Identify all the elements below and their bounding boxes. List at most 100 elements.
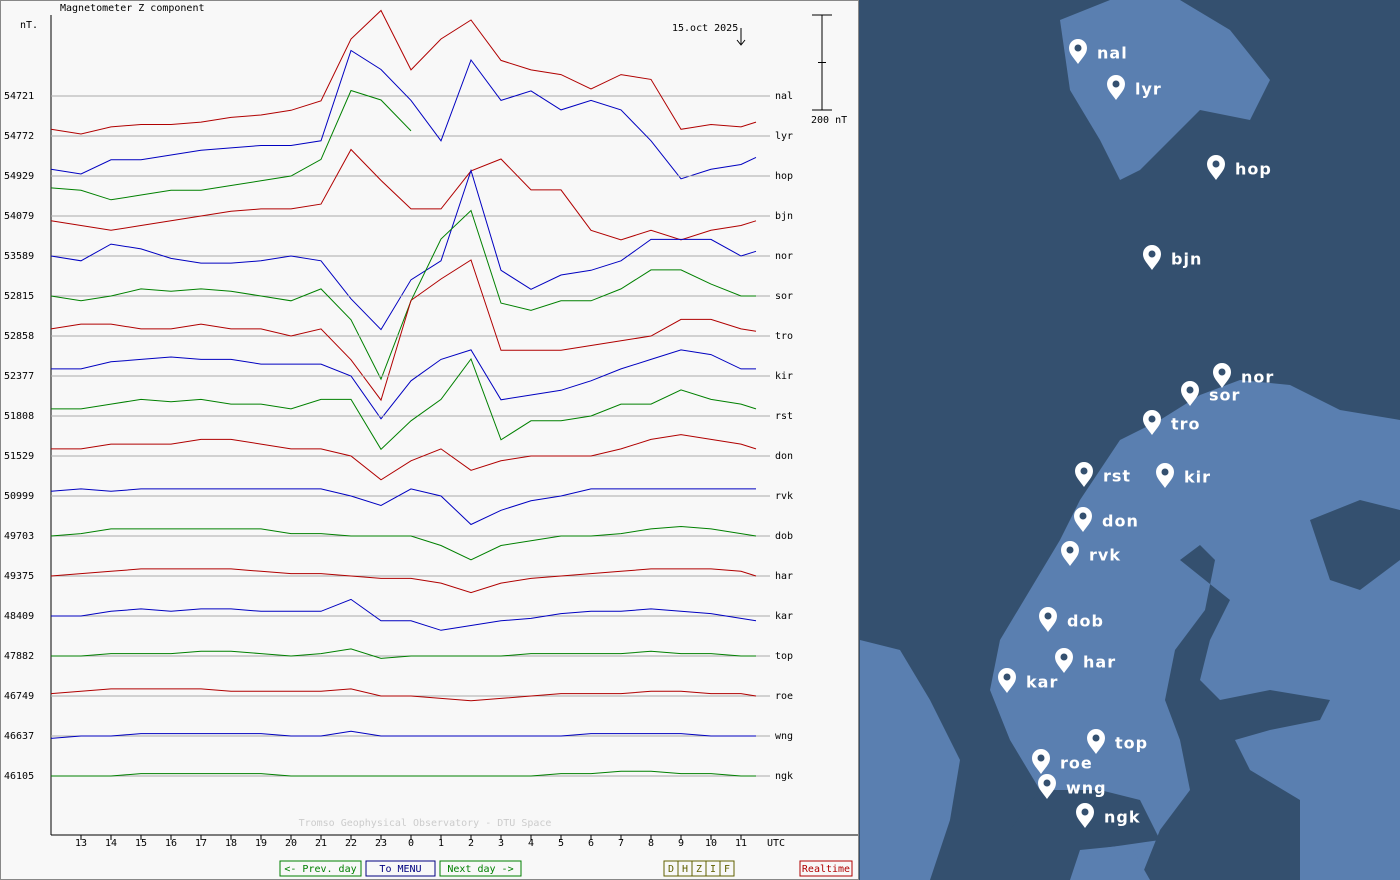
- station-label: tro: [775, 331, 793, 342]
- trace: [50, 89, 412, 201]
- map-station-label: ngk: [1104, 808, 1140, 827]
- map-pin-hole: [1037, 754, 1045, 762]
- component-button-label[interactable]: Z: [696, 864, 702, 875]
- x-tick-label: 18: [225, 838, 237, 849]
- station-label: kir: [775, 371, 793, 382]
- trace: [50, 525, 757, 561]
- trace: [50, 259, 757, 402]
- credit: Tromso Geophysical Observatory - DTU Spa…: [299, 818, 552, 829]
- x-tick-label: 9: [678, 838, 684, 849]
- realtime-button[interactable]: [799, 860, 853, 877]
- map-pin-hole: [1212, 160, 1220, 168]
- station-label: kar: [775, 611, 793, 622]
- prev-day-button[interactable]: [279, 860, 362, 877]
- prev-day-button-label[interactable]: <- Prev. day: [284, 864, 356, 875]
- date-label: 15.oct 2025: [672, 23, 738, 34]
- map-station-label: har: [1083, 653, 1116, 672]
- station-label: wng: [775, 731, 793, 742]
- map-pin-hole: [1161, 468, 1169, 476]
- map-pin-hole: [1044, 612, 1052, 620]
- station-label: har: [775, 571, 793, 582]
- date-arrow: [736, 28, 746, 46]
- next-day-button-label[interactable]: Next day ->: [447, 864, 513, 875]
- station-label: dob: [775, 531, 793, 542]
- denmark: [1070, 845, 1150, 880]
- britain: [860, 640, 960, 880]
- trace: [50, 568, 757, 594]
- map-pin-hole: [1186, 386, 1194, 394]
- baseline-label: 52377: [4, 371, 34, 382]
- scale-bar: [812, 14, 832, 111]
- x-tick-label: 21: [315, 838, 327, 849]
- x-tick-label: 14: [105, 838, 117, 849]
- x-tick-label: 15: [135, 838, 147, 849]
- component-button[interactable]: [719, 860, 735, 877]
- trace: [51, 357, 757, 451]
- x-tick-label: 2: [468, 838, 474, 849]
- menu-button[interactable]: [365, 860, 436, 877]
- x-tick-label: 22: [345, 838, 357, 849]
- map-pin-hole: [1066, 546, 1074, 554]
- chart-title: Magnetometer Z component: [60, 3, 205, 14]
- x-tick-label: 6: [588, 838, 594, 849]
- component-button-label[interactable]: F: [724, 864, 730, 875]
- baseline-label: 51529: [4, 451, 34, 462]
- station-label: nor: [775, 251, 793, 262]
- x-tick-label: 0: [408, 838, 414, 849]
- station-label: lyr: [775, 131, 793, 142]
- station-label: top: [775, 651, 793, 662]
- trace: [50, 488, 756, 526]
- map-pin-hole: [1148, 250, 1156, 258]
- station-label: don: [775, 451, 793, 462]
- next-day-button[interactable]: [439, 860, 522, 877]
- baseline-label: 47882: [4, 651, 34, 662]
- map-pin-hole: [1081, 808, 1089, 816]
- map-station-label: nal: [1097, 44, 1128, 63]
- baseline-label: 54079: [4, 211, 34, 222]
- baseline-label: 49703: [4, 531, 34, 542]
- station-label: roe: [775, 691, 793, 702]
- trace: [51, 434, 757, 481]
- baseline-label: 54772: [4, 131, 34, 142]
- x-tick-label: 17: [195, 838, 207, 849]
- baseline-label: 49375: [4, 571, 34, 582]
- map-station-label: hop: [1235, 160, 1272, 179]
- map-pin-hole: [1043, 779, 1051, 787]
- component-button-label[interactable]: D: [668, 864, 674, 875]
- baseline-label: 46749: [4, 691, 34, 702]
- trace: [50, 730, 756, 739]
- baseline-label: 52858: [4, 331, 34, 342]
- map-station-label: tro: [1171, 415, 1201, 434]
- map-pin-hole: [1092, 734, 1100, 742]
- unit-label: nT.: [20, 20, 38, 31]
- map-pin-hole: [1218, 368, 1226, 376]
- station-label: hop: [775, 171, 793, 182]
- baseline-label: 48409: [4, 611, 34, 622]
- station-label: ngk: [775, 771, 793, 782]
- component-button-label[interactable]: I: [710, 864, 716, 875]
- trace: [51, 598, 757, 631]
- plot-panel: [0, 0, 859, 880]
- map-pin-hole: [1060, 653, 1068, 661]
- trace: [50, 688, 757, 702]
- map-pin-hole: [1112, 80, 1120, 88]
- station-label: nal: [775, 91, 793, 102]
- x-tick-label: 4: [528, 838, 534, 849]
- baseline-label: 54929: [4, 171, 34, 182]
- component-button-label[interactable]: H: [682, 864, 688, 875]
- station-label: bjn: [775, 211, 793, 222]
- trace: [51, 770, 756, 777]
- realtime-button-label[interactable]: Realtime: [802, 864, 850, 875]
- map-station-label: wng: [1066, 779, 1107, 798]
- map-station-label: nor: [1241, 368, 1274, 387]
- map-station-label: dob: [1067, 612, 1104, 631]
- menu-button-label[interactable]: To MENU: [379, 864, 421, 875]
- map-station-label: don: [1102, 512, 1139, 531]
- trace: [50, 168, 757, 331]
- map-station-label: lyr: [1135, 80, 1162, 99]
- x-tick-label: 3: [498, 838, 504, 849]
- map-pin-hole: [1074, 44, 1082, 52]
- trace: [50, 9, 757, 135]
